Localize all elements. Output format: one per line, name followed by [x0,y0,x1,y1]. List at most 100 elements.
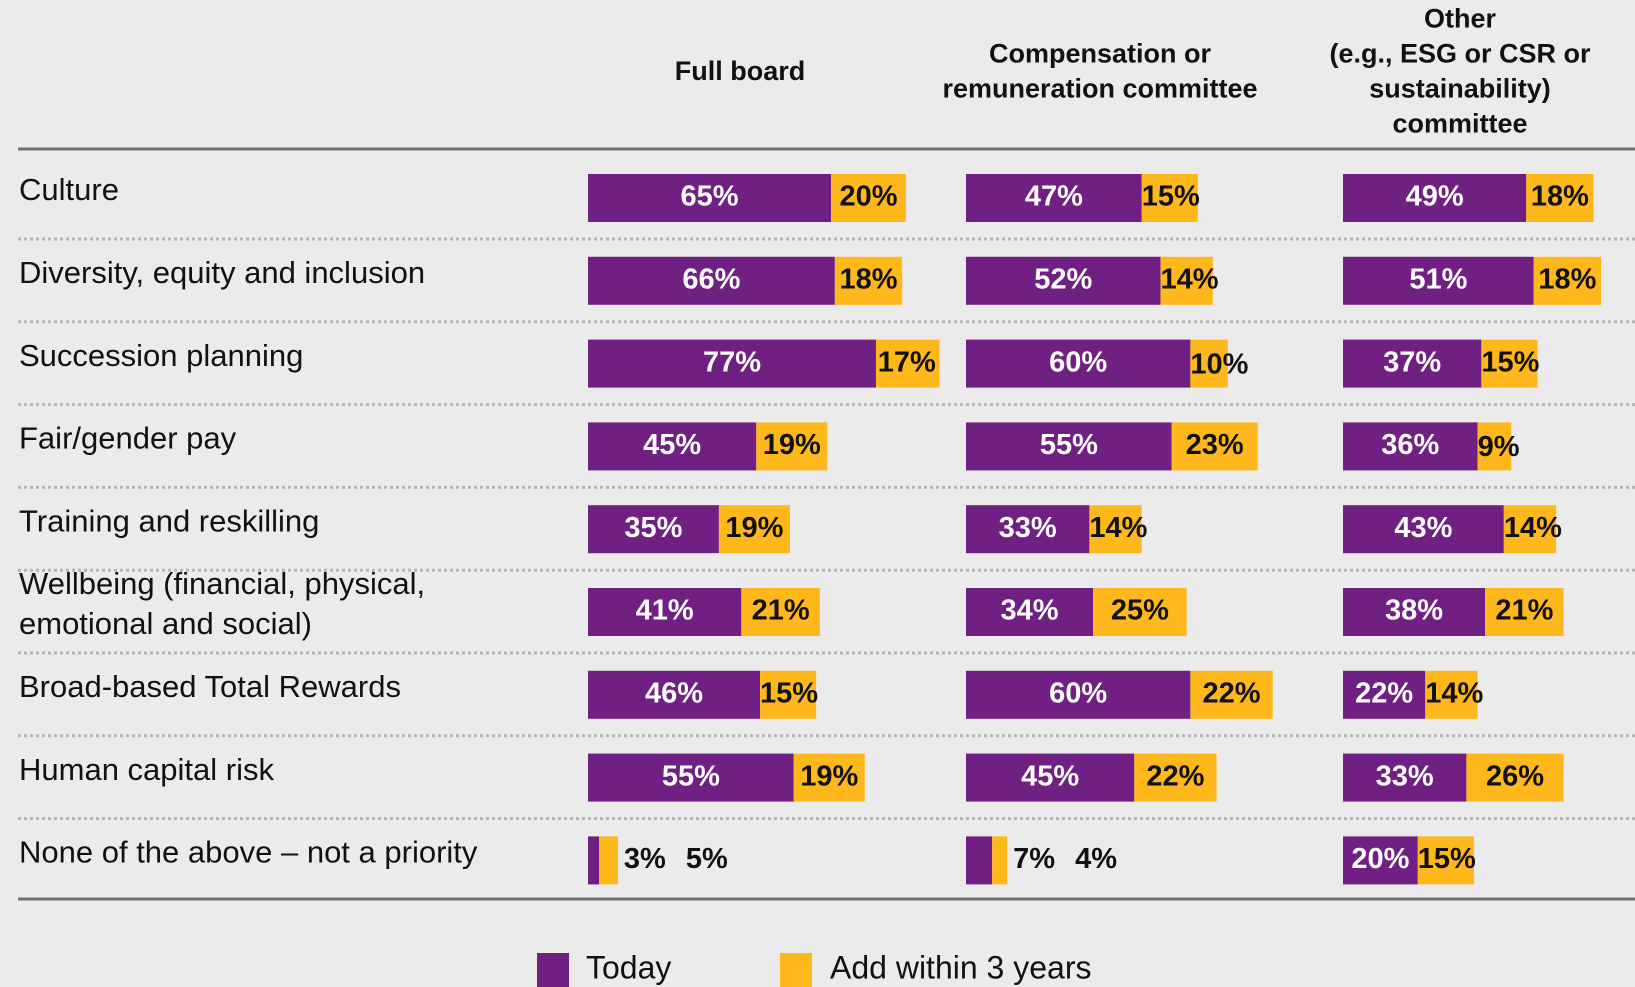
bar-segment [588,588,742,636]
value-label: 5% [686,843,728,875]
category-label: Training and reskilling [19,503,319,538]
value-label: 22% [1203,677,1261,709]
bar-segment [966,422,1172,471]
value-label: 4% [1075,843,1117,875]
bar-segment [760,670,817,719]
value-label: 35% [624,512,682,544]
value-label: 66% [682,263,740,295]
panel-title: (e.g., ESG or CSR or [1329,39,1591,69]
bar-segment [1343,753,1467,802]
value-label: 77% [703,346,761,378]
value-label: 33% [1376,760,1434,792]
value-label: 51% [1409,263,1467,295]
bar-segment [1533,256,1602,305]
bar-segment [1417,836,1474,885]
panel-title: Other [1424,4,1497,34]
panel-title: sustainability) [1369,74,1551,104]
legend-swatch [537,953,569,987]
bar-segment [1190,670,1273,719]
value-label: 19% [800,760,858,792]
value-label: 20% [839,181,897,213]
value-label: 52% [1034,263,1092,295]
value-label: 22% [1146,760,1204,792]
value-label: 15% [1481,346,1539,378]
bar-segment [875,339,940,388]
bar-segment [588,256,835,305]
value-label: 47% [1025,181,1083,213]
bar-segment [1160,256,1213,305]
value-label: 17% [878,346,936,378]
value-label: 18% [1531,181,1589,213]
category-label: Succession planning [19,338,303,373]
value-label: 10% [1190,348,1248,380]
bar-segment [966,505,1090,554]
value-label: 41% [636,595,694,627]
value-label: 55% [662,760,720,792]
legend-label: Add within 3 years [830,949,1091,985]
bar-segment [1343,588,1486,636]
category-label: Fair/gender pay [19,421,237,456]
bar-segment [966,174,1142,222]
value-label: 60% [1049,677,1107,709]
category-label: Culture [19,172,119,207]
value-label: 46% [645,677,703,709]
value-label: 26% [1486,760,1544,792]
bar-segment [588,422,757,471]
bar-segment [588,339,876,388]
bar-segment [1466,753,1564,802]
value-label: 43% [1394,512,1452,544]
bar-segment [1343,836,1418,885]
value-label: 14% [1089,512,1147,544]
category-label: Diversity, equity and inclusion [19,255,425,290]
bar-segment [588,670,761,719]
value-label: 14% [1425,677,1483,709]
legend-swatch [780,953,812,987]
bar-segment [1343,670,1426,719]
value-label: 23% [1186,429,1244,461]
bar-segment [756,422,828,471]
value-label: 45% [643,429,701,461]
value-label: 36% [1381,429,1439,461]
bar-segment [831,174,906,222]
bar-segment [1477,422,1512,471]
bar-segment [599,836,618,885]
value-label: 15% [1418,843,1476,875]
value-label: 38% [1385,595,1443,627]
bar-segment [966,339,1191,388]
value-label: 37% [1383,346,1441,378]
bar-segment [793,753,865,802]
value-label: 21% [752,595,810,627]
value-label: 65% [681,181,739,213]
value-label: 25% [1111,595,1169,627]
value-label: 14% [1504,512,1562,544]
bar-segment [1425,670,1478,719]
value-label: 9% [1478,431,1520,463]
category-label: Human capital risk [19,752,274,787]
value-label: 15% [760,677,818,709]
value-label: 19% [725,512,783,544]
bar-segment [1093,588,1187,636]
value-label: 3% [624,843,666,875]
value-label: 19% [763,429,821,461]
value-label: 18% [1538,263,1596,295]
bar-segment [966,753,1135,802]
value-label: 60% [1049,346,1107,378]
bar-segment [1343,505,1504,554]
value-label: 14% [1160,263,1218,295]
bar-segment [1481,339,1538,388]
value-label: 21% [1495,595,1553,627]
bar-segment [966,256,1161,305]
bar-segment [1503,505,1557,554]
value-label: 49% [1406,181,1464,213]
bar-segment [966,588,1094,636]
category-label: emotional and social) [19,606,312,641]
category-label: Wellbeing (financial, physical, [19,566,425,601]
legend-label: Today [586,949,671,985]
bar-segment [588,836,600,885]
value-label: 20% [1351,843,1409,875]
panel-title: Compensation or [989,39,1212,69]
bar-segment [1343,339,1482,388]
bar-segment [588,753,794,802]
